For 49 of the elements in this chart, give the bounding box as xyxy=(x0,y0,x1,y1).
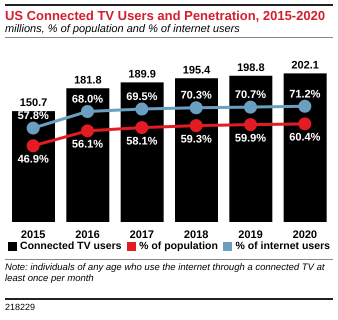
data-label: 59.3% xyxy=(180,133,212,146)
data-label: 60.4% xyxy=(289,132,321,144)
data-label: 46.9% xyxy=(18,154,49,166)
point xyxy=(244,118,257,132)
data-label: 57.8% xyxy=(18,110,49,122)
x-tick-label: 2015 xyxy=(20,228,46,241)
data-label: 71.2% xyxy=(289,88,321,100)
point xyxy=(135,121,148,134)
data-label: 68.0% xyxy=(72,93,104,106)
data-label: 70.3% xyxy=(180,90,212,102)
text: Note: individuals of any age who use the internet through a connected TV at least once per month xyxy=(5,262,333,284)
chart-title: US Connected TV Users and Penetration, 2015-2020 xyxy=(5,8,326,23)
point xyxy=(298,100,312,113)
data-label: 181.8 xyxy=(74,74,102,86)
data-label: 56.1% xyxy=(72,138,104,151)
data-label: 202.1 xyxy=(291,59,319,72)
x-tick-label: 2020 xyxy=(292,228,318,241)
point xyxy=(81,104,94,118)
point xyxy=(190,101,203,114)
point xyxy=(26,122,40,135)
x-tick-label: 2016 xyxy=(75,228,100,241)
text: 218229 xyxy=(5,298,333,312)
chart-subtitle: millions, % of population and % of internet users xyxy=(5,23,333,38)
bar xyxy=(284,73,327,222)
bar xyxy=(229,76,272,222)
x-tick-label: 2017 xyxy=(130,228,154,241)
x-tick-label: 2019 xyxy=(238,228,263,241)
bar xyxy=(175,78,218,222)
bar xyxy=(120,82,164,222)
data-label: 59.9% xyxy=(234,132,266,144)
point xyxy=(298,117,312,130)
data-label: 69.5% xyxy=(126,91,158,104)
legend-label: % of population xyxy=(138,240,218,252)
data-label: 70.7% xyxy=(234,89,266,102)
legend-label: % of internet users xyxy=(234,240,330,252)
point xyxy=(26,139,40,152)
legend-label: Connected TV users xyxy=(19,240,122,252)
point xyxy=(190,119,203,132)
point xyxy=(135,102,148,116)
x-tick-label: 2018 xyxy=(184,228,208,241)
bar xyxy=(12,111,55,222)
data-label: 150.7 xyxy=(20,97,48,110)
point xyxy=(81,124,94,138)
data-label: 58.1% xyxy=(126,135,158,148)
point xyxy=(244,100,257,114)
data-label: 195.4 xyxy=(182,64,212,76)
data-label: 189.9 xyxy=(128,68,156,80)
data-label: 198.8 xyxy=(237,62,265,74)
bar xyxy=(66,88,110,222)
